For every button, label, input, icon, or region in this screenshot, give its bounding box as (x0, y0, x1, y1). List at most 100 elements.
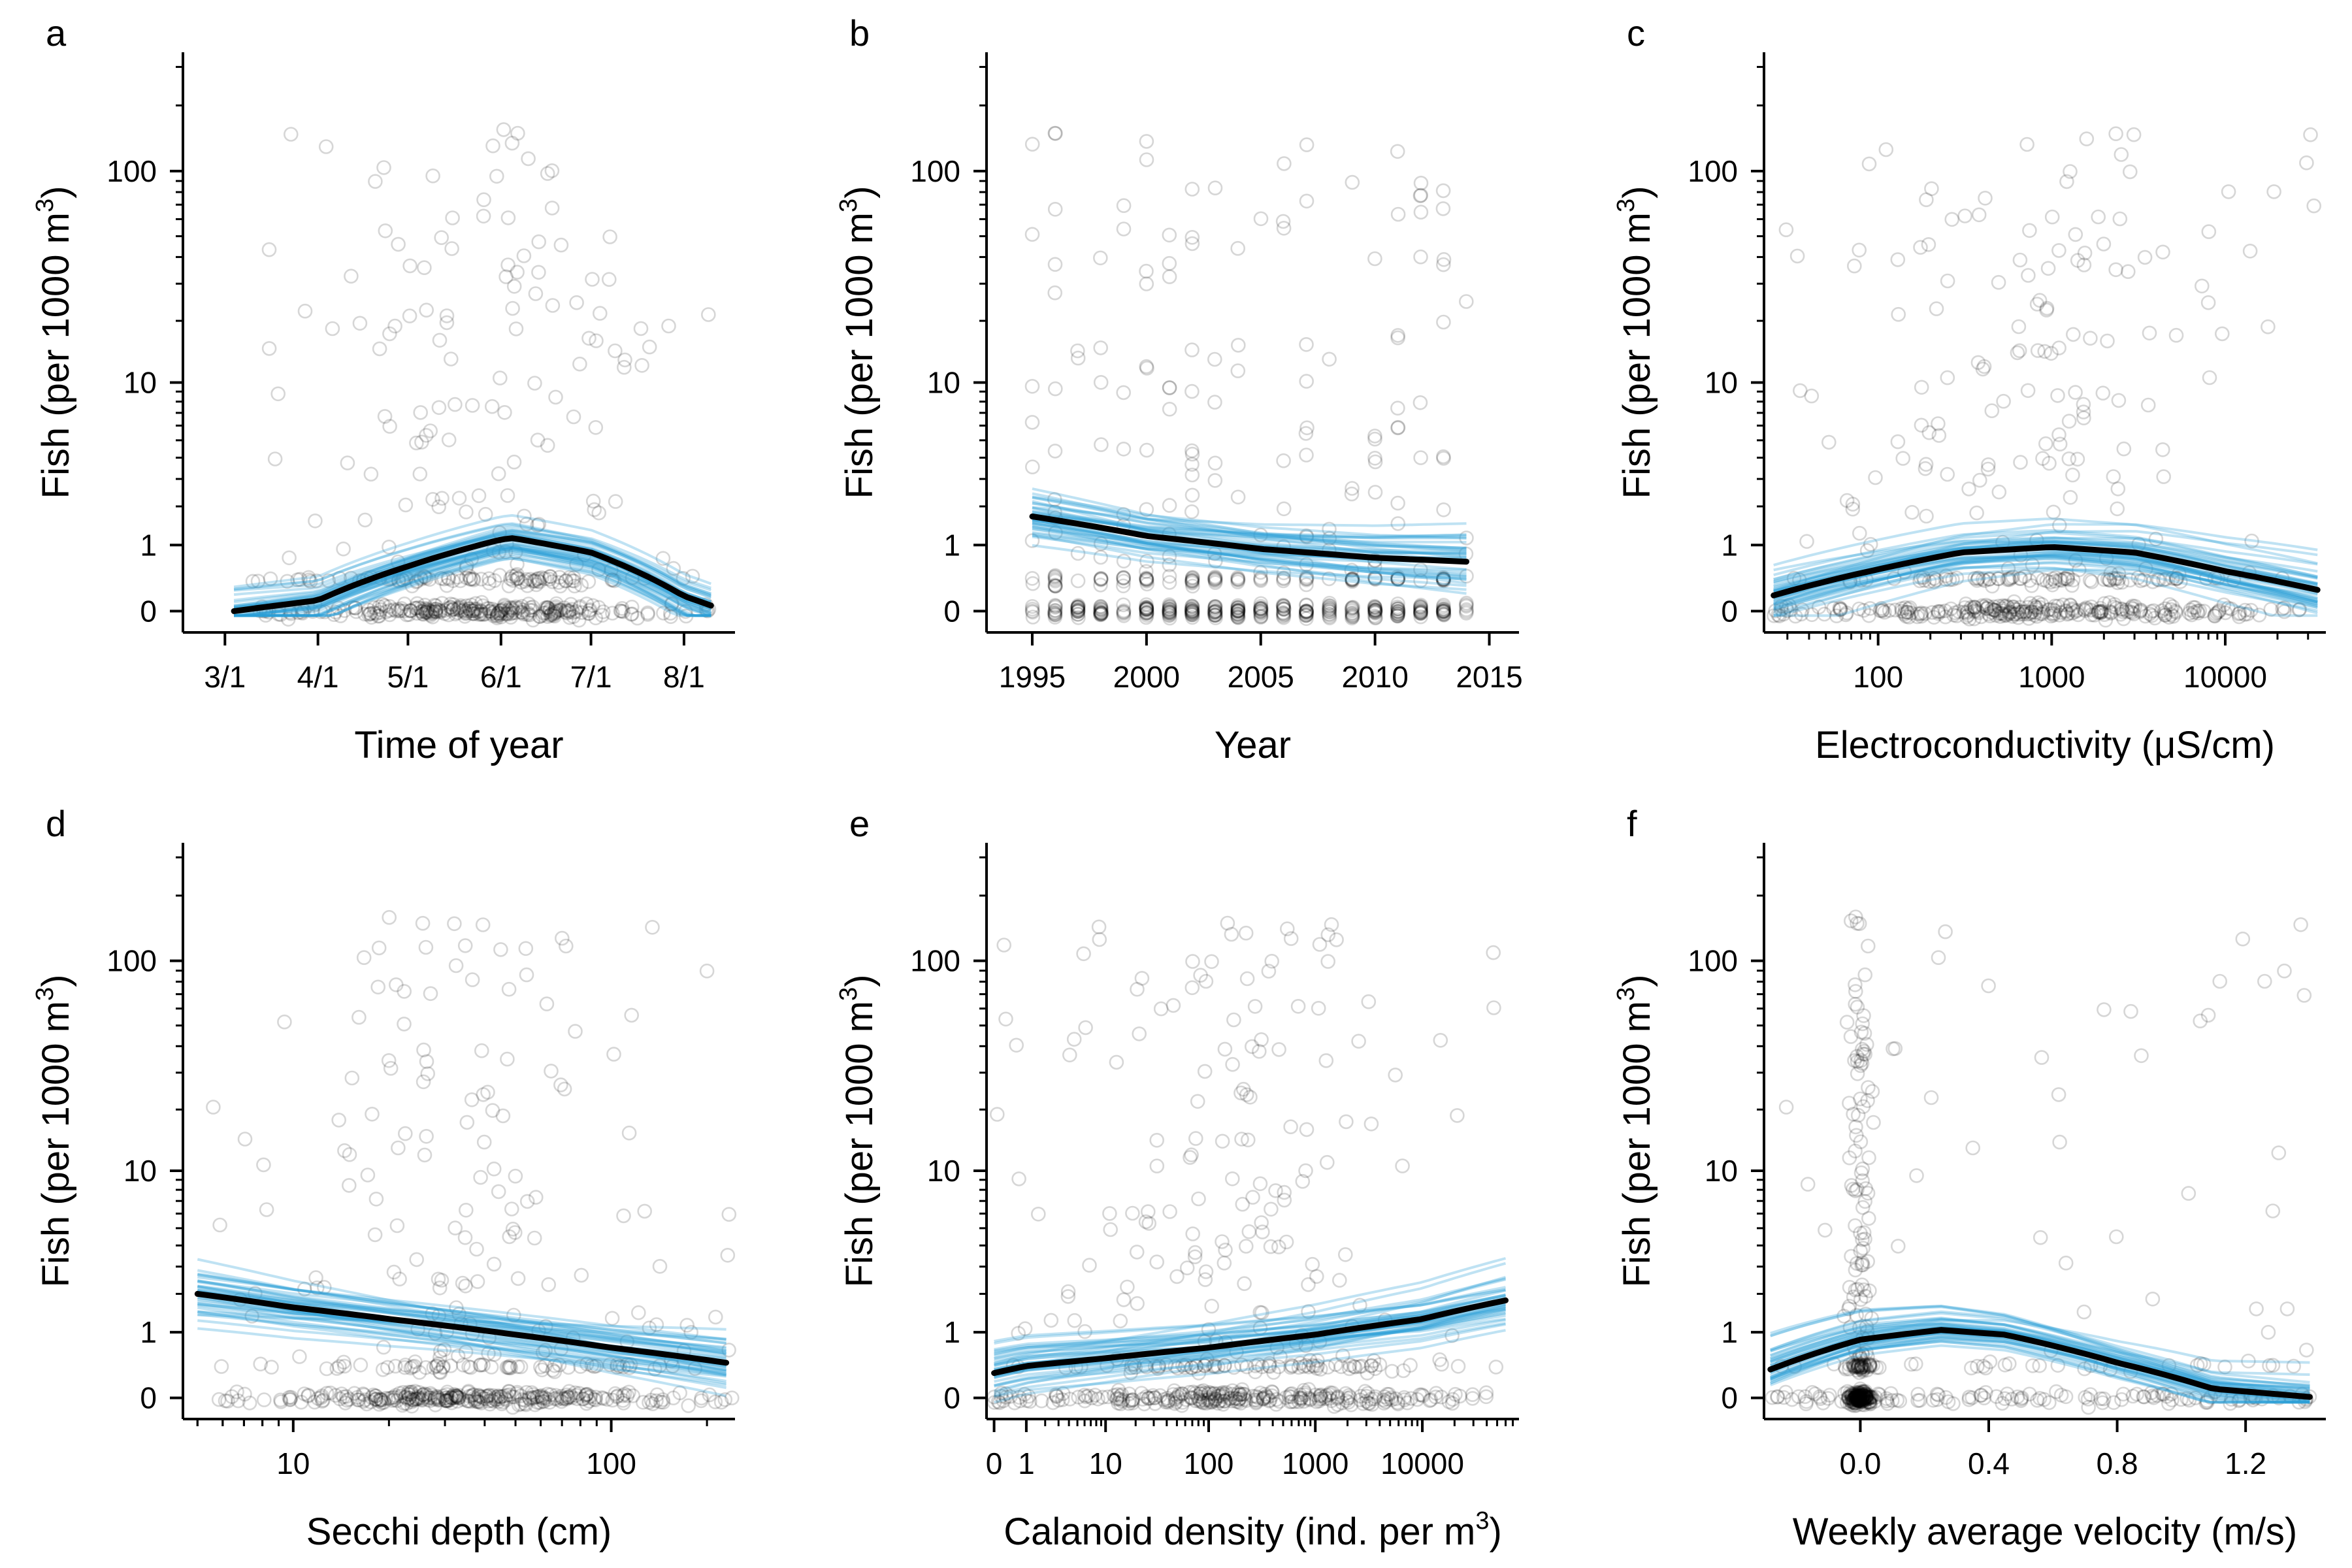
data-point (417, 1075, 430, 1088)
data-point (1959, 210, 1972, 223)
data-point (359, 514, 372, 527)
data-point (498, 406, 511, 419)
data-point (1163, 382, 1176, 395)
data-point (2014, 456, 2027, 469)
data-point (682, 1399, 695, 1413)
data-point (505, 1203, 518, 1216)
data-point (2135, 1049, 2148, 1062)
data-point (2047, 506, 2060, 519)
x-tick-label: 0.8 (2097, 1446, 2138, 1480)
x-axis-title: Secchi depth (cm) (306, 1511, 612, 1553)
data-point (1368, 252, 1381, 265)
data-point (608, 344, 621, 357)
data-point (1154, 1002, 1168, 1015)
data-point (1186, 183, 1199, 196)
data-point (2077, 398, 2090, 411)
data-point (1967, 1141, 1980, 1154)
y-axis-title-close: ) (1616, 186, 1658, 199)
data-point (1093, 933, 1106, 946)
data-point (391, 1141, 404, 1154)
data-point (1238, 1277, 1251, 1290)
data-point (1368, 429, 1381, 442)
y-tick-label: 0 (1721, 1381, 1738, 1415)
data-point (444, 353, 457, 366)
data-point (604, 231, 617, 244)
data-point (1140, 444, 1153, 457)
data-point (366, 1107, 379, 1120)
data-point (1433, 1353, 1446, 1366)
y-axis-title-text: Fish (per 1000 m (838, 1001, 881, 1287)
data-point (1333, 1274, 1346, 1287)
data-point (1853, 527, 1866, 540)
data-point (1946, 213, 1959, 226)
data-point (1857, 1009, 1870, 1022)
data-point (352, 1011, 365, 1024)
data-point (1891, 1239, 1904, 1252)
data-point (1049, 203, 1062, 216)
data-point (2300, 1343, 2313, 1356)
data-point (1254, 1177, 1267, 1190)
data-point (214, 1218, 227, 1232)
panel-e: e01101000 1 10 100 1000 10000Calanoid density… (835, 803, 1519, 1553)
y-tick-label: 1 (140, 528, 157, 562)
data-point (1049, 444, 1062, 457)
data-point (709, 1311, 722, 1324)
y-axis-title-close: ) (35, 975, 77, 987)
data-point (1133, 1027, 1146, 1040)
data-point (1219, 1243, 1232, 1256)
data-point (587, 495, 600, 508)
x-tick-label: 100 (1184, 1446, 1234, 1480)
data-point (215, 1360, 228, 1373)
data-point (497, 1109, 510, 1122)
data-point (1151, 1134, 1164, 1147)
data-point (470, 1243, 483, 1256)
data-point (2244, 244, 2257, 257)
data-point (532, 235, 546, 248)
data-point (1487, 1002, 1500, 1015)
y-tick-label: 100 (106, 154, 157, 188)
data-point (1941, 274, 1954, 287)
data-point (461, 1116, 474, 1129)
data-point (532, 266, 545, 279)
data-point (1434, 1034, 1447, 1047)
data-point (433, 401, 446, 414)
data-point (1840, 1016, 1854, 1029)
data-point (1205, 955, 1218, 968)
data-point (2121, 265, 2134, 278)
y-axis-title-text: Fish (per 1000 m (838, 212, 881, 498)
data-point (492, 1185, 505, 1198)
data-point (1362, 995, 1375, 1008)
y-tick-label: 10 (123, 1154, 157, 1188)
data-point (1863, 157, 1876, 171)
x-axis-title: Electroconductivity (μS/cm) (1815, 724, 2275, 766)
y-tick-label: 10 (927, 1154, 960, 1188)
data-point (238, 1133, 252, 1146)
data-point (435, 231, 448, 244)
data-point (449, 1222, 462, 1235)
data-point (1232, 365, 1245, 378)
data-point (662, 319, 676, 333)
data-point (278, 1015, 291, 1028)
data-point (1163, 270, 1176, 284)
x-tick-label: 4/1 (297, 660, 339, 694)
data-point (546, 201, 559, 214)
data-point (487, 1162, 500, 1175)
data-point (2063, 415, 2076, 428)
data-point (2157, 246, 2170, 259)
x-axis-title-text: Year (1215, 724, 1291, 766)
data-point (417, 1043, 431, 1056)
data-point (477, 210, 490, 223)
data-point (2123, 165, 2136, 178)
data-point (2021, 269, 2034, 282)
data-point (372, 941, 385, 955)
y-axis-title-text: Fish (per 1000 m (35, 212, 77, 498)
data-point (414, 468, 427, 481)
data-point (378, 161, 391, 174)
data-point (520, 968, 533, 981)
data-point (497, 123, 510, 136)
data-point (1164, 1205, 1177, 1218)
data-point (606, 1312, 619, 1325)
data-point (1941, 468, 1954, 481)
data-point (1071, 574, 1085, 587)
data-point (459, 1279, 472, 1292)
